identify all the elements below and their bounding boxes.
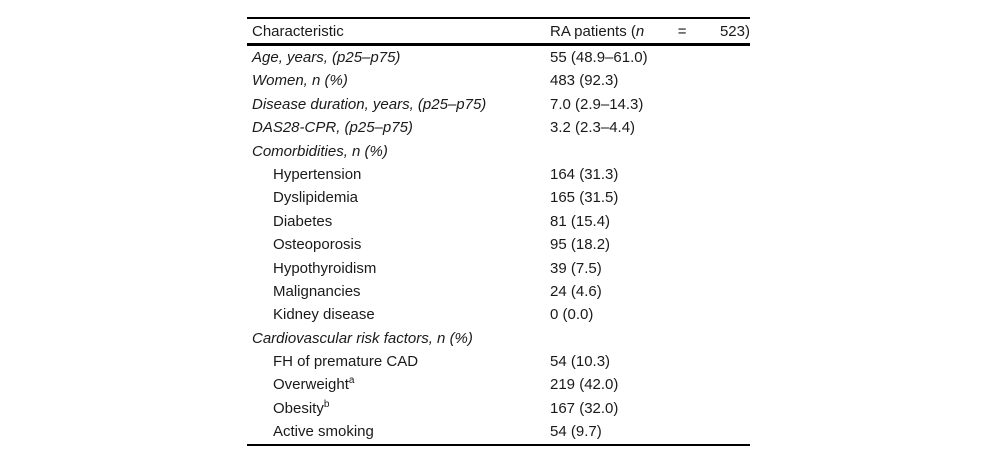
row-label: Cardiovascular risk factors, n (%)	[252, 329, 473, 347]
row-label: Dyslipidemia	[273, 189, 359, 207]
table-row: Hypertension 164 (31.3)	[247, 163, 750, 186]
characteristic-cell: Osteoporosis	[247, 233, 550, 256]
row-label: Comorbidities, n (%)	[252, 142, 388, 160]
row-label: DAS28-CPR, (p25–p75)	[252, 119, 413, 137]
table-section-row: Cardiovascular risk factors, n (%)	[247, 327, 750, 350]
characteristic-cell: Age, years, (p25–p75)	[247, 46, 550, 69]
value-cell: 39 (7.5)	[550, 259, 602, 277]
row-label: Obesity	[273, 399, 324, 417]
row-label: Kidney disease	[273, 306, 375, 324]
table-row: Obesityb 167 (32.0)	[247, 397, 750, 420]
characteristic-cell: Active smoking	[247, 420, 550, 443]
footnote-marker: b	[323, 398, 330, 410]
characteristic-cell: Malignancies	[247, 280, 550, 303]
characteristic-cell: Dyslipidemia	[247, 186, 550, 209]
table-row: Disease duration, years, (p25–p75) 7.0 (…	[247, 93, 750, 116]
value-cell: 3.2 (2.3–4.4)	[550, 119, 636, 137]
table-section-row: Comorbidities, n (%)	[247, 140, 750, 163]
table-row: DAS28-CPR, (p25–p75) 3.2 (2.3–4.4)	[247, 116, 750, 139]
value-cell: 95 (18.2)	[550, 236, 611, 254]
row-label: Hypertension	[273, 165, 362, 183]
n-symbol: n	[635, 22, 645, 40]
table-row: Malignancies 24 (4.6)	[247, 280, 750, 303]
characteristics-table: Characteristic RA patients (n = 523) Age…	[247, 17, 750, 446]
table-row: Hypothyroidism 39 (7.5)	[247, 257, 750, 280]
footnote-marker: a	[348, 375, 355, 387]
characteristic-cell: Disease duration, years, (p25–p75)	[247, 93, 550, 116]
characteristic-cell: Overweighta	[247, 373, 550, 396]
value-cell: 167 (32.0)	[550, 399, 619, 417]
row-label: Overweight	[273, 376, 349, 394]
value-cell: 54 (9.7)	[550, 423, 602, 441]
row-label: FH of premature CAD	[273, 353, 419, 371]
patient-count: 523)	[719, 22, 750, 40]
row-label: Women, n (%)	[252, 72, 348, 90]
value-cell: 0 (0.0)	[550, 306, 594, 324]
table-row: Age, years, (p25–p75) 55 (48.9–61.0)	[247, 46, 750, 69]
table-row: Overweighta 219 (42.0)	[247, 373, 750, 396]
row-label: Active smoking	[273, 423, 374, 441]
ra-patients-label: RA patients (n	[550, 23, 644, 40]
characteristic-cell: Obesityb	[247, 397, 550, 420]
value-cell: 164 (31.3)	[550, 165, 619, 183]
row-label: Diabetes	[273, 212, 333, 230]
table-row: Active smoking 54 (9.7)	[247, 420, 750, 443]
column-header-ra-patients: RA patients (n = 523)	[550, 23, 750, 40]
characteristic-cell: Kidney disease	[247, 303, 550, 326]
value-cell: 165 (31.5)	[550, 189, 619, 207]
row-label: Osteoporosis	[273, 236, 362, 254]
ra-patients-prefix: RA patients (	[550, 22, 636, 40]
table-row: Dyslipidemia 165 (31.5)	[247, 186, 750, 209]
value-cell: 55 (48.9–61.0)	[550, 49, 648, 66]
value-cell: 54 (10.3)	[550, 353, 611, 371]
table-row: Women, n (%) 483 (92.3)	[247, 69, 750, 92]
value-cell: 7.0 (2.9–14.3)	[550, 95, 644, 113]
table-row: FH of premature CAD 54 (10.3)	[247, 350, 750, 373]
table-row: Osteoporosis 95 (18.2)	[247, 233, 750, 256]
characteristic-cell: Comorbidities, n (%)	[247, 140, 550, 163]
characteristic-cell: FH of premature CAD	[247, 350, 550, 373]
table-body: Age, years, (p25–p75) 55 (48.9–61.0) Wom…	[247, 46, 750, 444]
characteristic-cell: Hypertension	[247, 163, 550, 186]
row-label: Hypothyroidism	[273, 259, 377, 277]
row-label: Disease duration, years, (p25–p75)	[252, 95, 487, 113]
row-label: Age, years, (p25–p75)	[252, 49, 401, 66]
table-row: Diabetes 81 (15.4)	[247, 210, 750, 233]
table-row: Kidney disease 0 (0.0)	[247, 303, 750, 326]
characteristic-cell: Cardiovascular risk factors, n (%)	[247, 327, 550, 350]
characteristic-cell: Diabetes	[247, 210, 550, 233]
table-header-row: Characteristic RA patients (n = 523)	[247, 19, 750, 46]
value-cell: 24 (4.6)	[550, 282, 602, 300]
row-label: Malignancies	[273, 282, 361, 300]
characteristic-cell: DAS28-CPR, (p25–p75)	[247, 116, 550, 139]
value-cell: 219 (42.0)	[550, 376, 619, 394]
characteristic-cell: Hypothyroidism	[247, 257, 550, 280]
equals-sign: =	[677, 22, 687, 40]
column-header-characteristic: Characteristic	[252, 22, 344, 40]
value-cell: 81 (15.4)	[550, 212, 611, 230]
characteristic-cell: Women, n (%)	[247, 69, 550, 92]
value-cell: 483 (92.3)	[550, 72, 619, 90]
